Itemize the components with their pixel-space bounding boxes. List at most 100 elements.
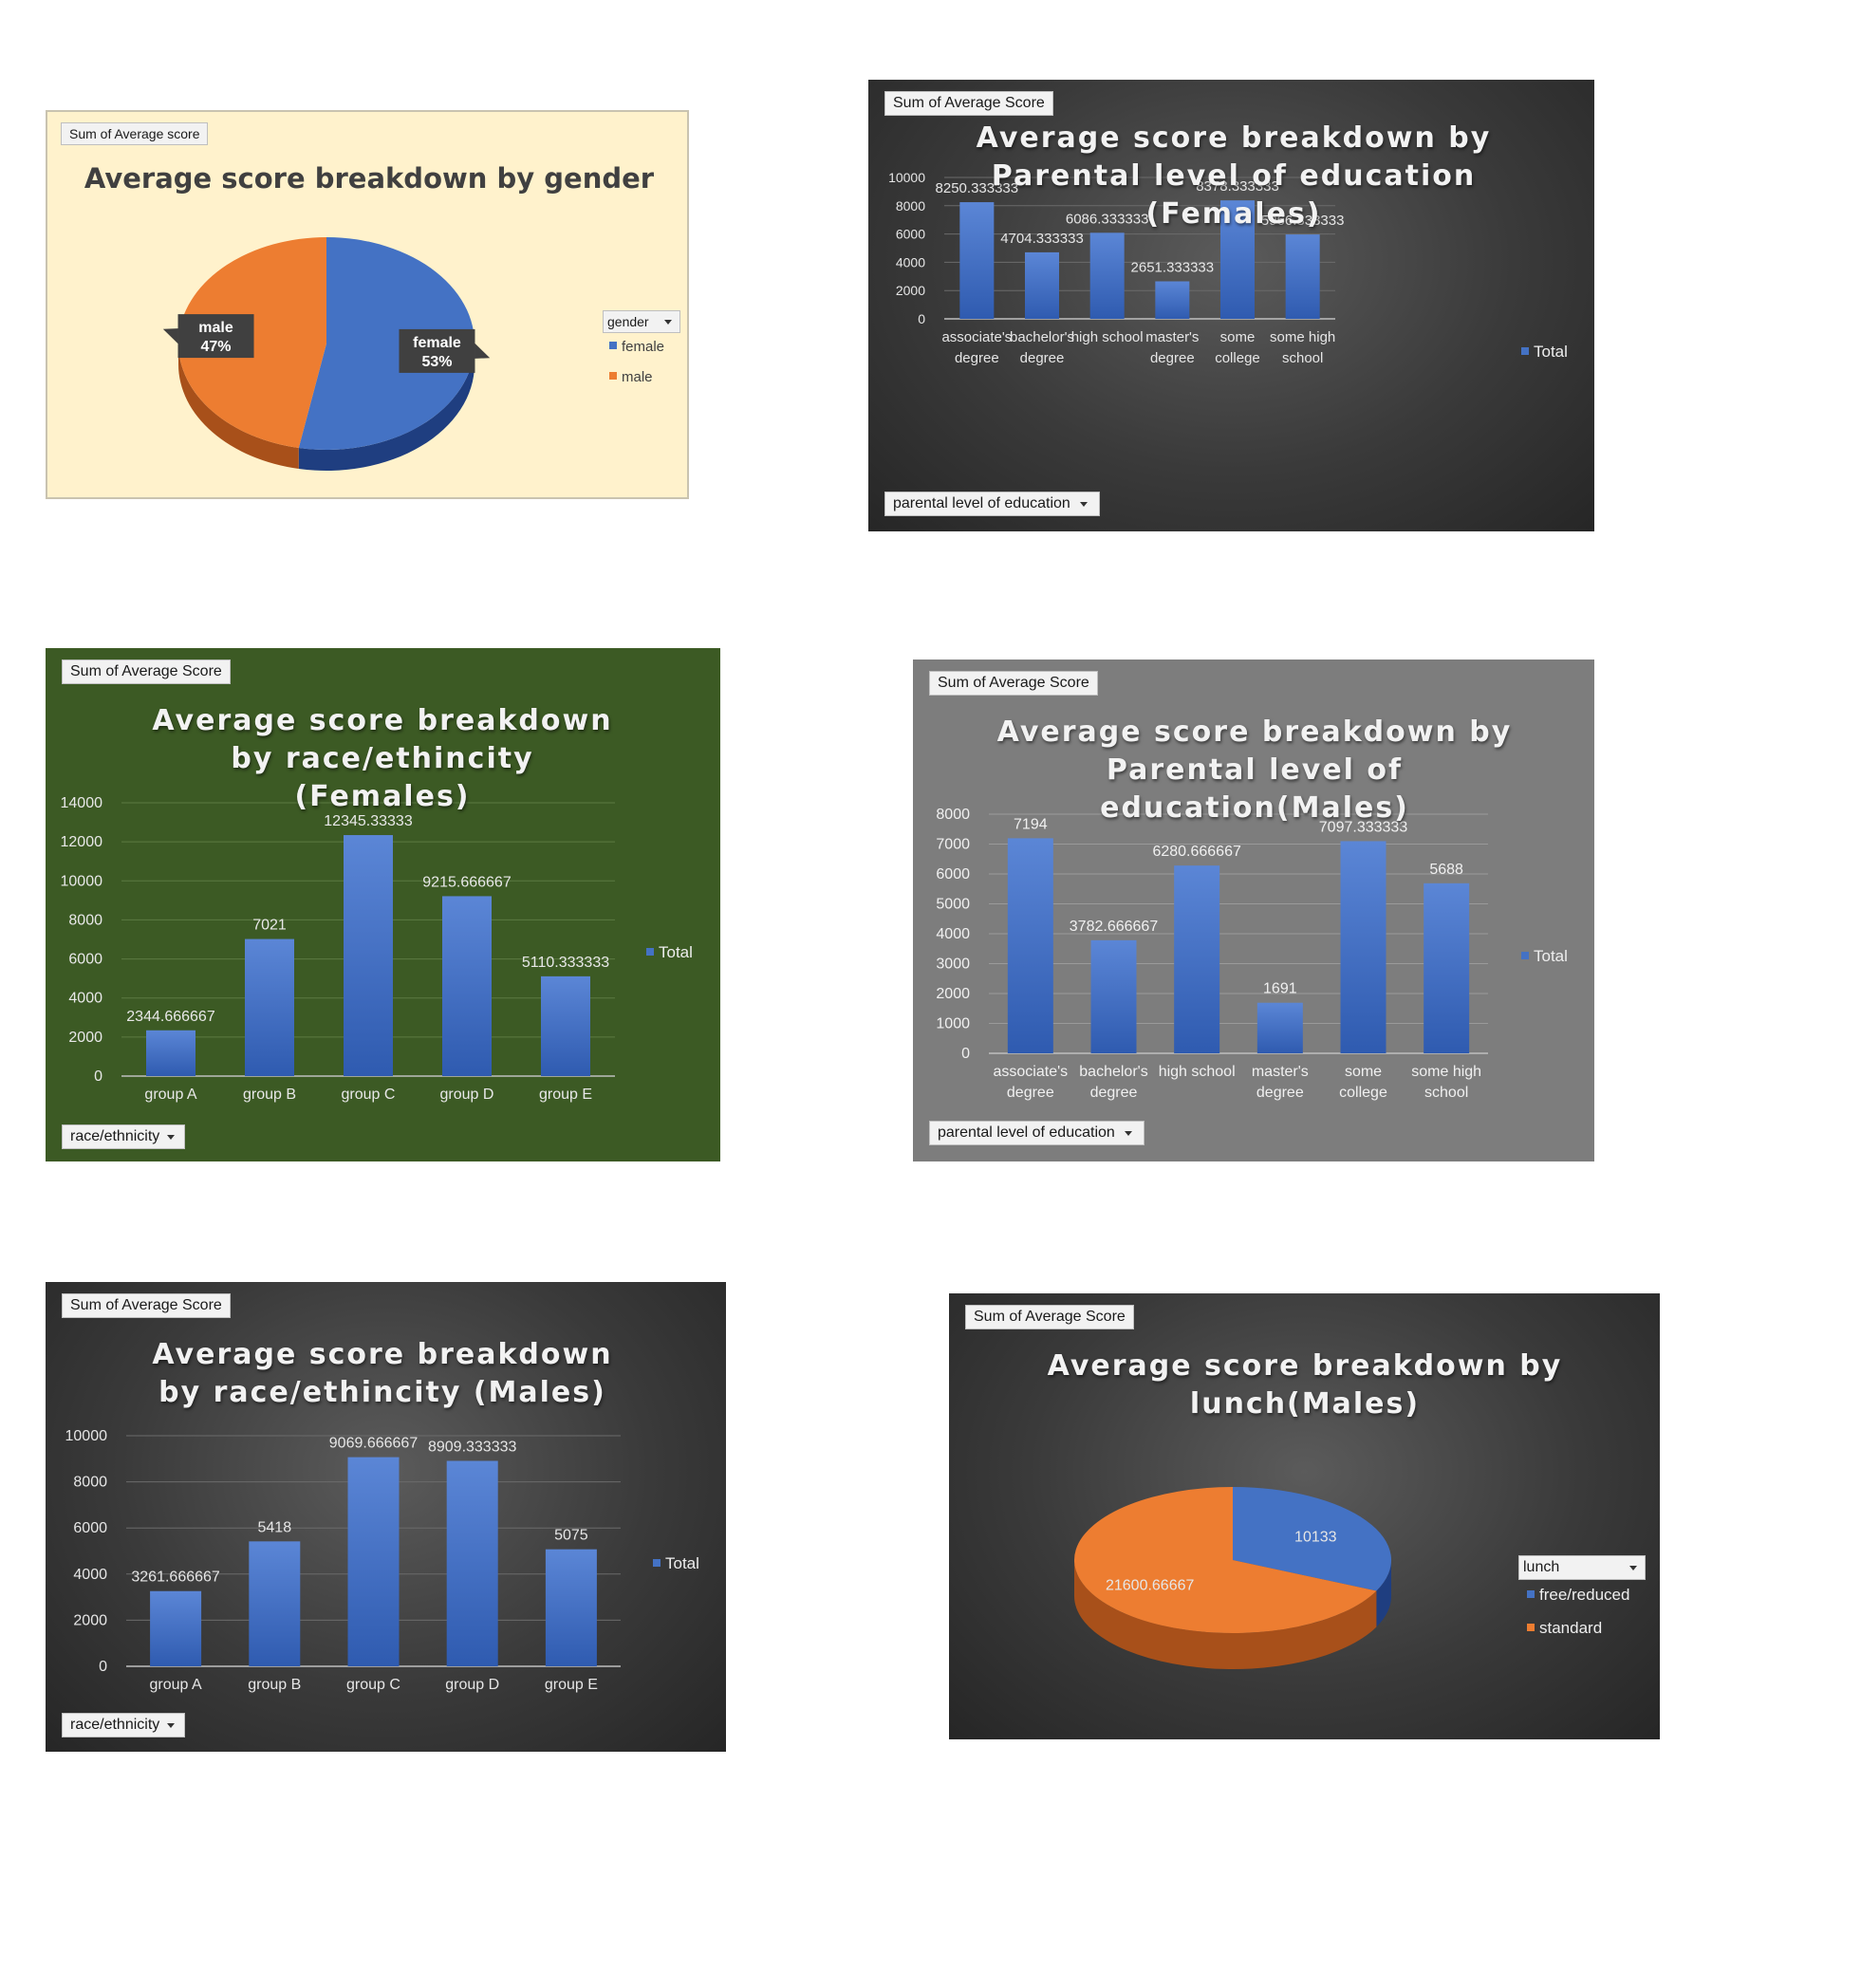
legend-item-free-reduced[interactable]: free/reduced (1527, 1586, 1629, 1605)
bar[interactable] (1174, 865, 1220, 1053)
category-label: associate's (994, 1064, 1069, 1080)
bar[interactable] (442, 896, 492, 1076)
axis-field-button[interactable]: race/ethnicity (62, 1713, 185, 1737)
value-field-button[interactable]: Sum of Average Score (929, 671, 1098, 696)
category-label: group A (150, 1677, 202, 1693)
legend-item-standard[interactable]: standard (1527, 1619, 1602, 1638)
bar[interactable] (541, 975, 590, 1076)
axis-field-button[interactable]: parental level of education (884, 492, 1100, 516)
value-field-button[interactable]: Sum of Average Score (62, 1293, 231, 1318)
legend-swatch (609, 372, 617, 380)
legend-item-male[interactable]: male (609, 369, 653, 385)
data-label: 7194 (1014, 816, 1048, 832)
bar[interactable] (1025, 251, 1059, 319)
pie-slice[interactable] (1074, 1487, 1377, 1633)
bar[interactable] (1256, 1002, 1303, 1053)
chart-title: Average score breakdown by gender (84, 162, 655, 195)
bar[interactable] (959, 202, 995, 319)
chevron-down-icon (167, 1135, 175, 1140)
category-label: group E (539, 1087, 592, 1103)
legend-item-female[interactable]: female (609, 339, 664, 355)
legend-item-total[interactable]: Total (653, 1554, 699, 1573)
legend-field-button[interactable]: gender (603, 310, 680, 333)
data-label: 12345.33333 (324, 813, 413, 829)
bar-chart: 0 2000 4000 6000 8000 10000 8250.333333 associa… (888, 170, 1344, 366)
chart-title: Average score breakdown by race/ethincit… (152, 704, 613, 813)
bar[interactable] (344, 835, 393, 1076)
bar[interactable] (1090, 939, 1137, 1053)
data-label: 6280.666667 (1152, 844, 1241, 860)
category-label: group D (440, 1087, 494, 1103)
legend-item-total[interactable]: Total (646, 943, 693, 962)
bar[interactable] (249, 1541, 301, 1666)
chevron-down-icon (1629, 1566, 1637, 1570)
bar[interactable] (245, 938, 294, 1076)
pie-slice-side (178, 344, 299, 470)
category-label: degree (1256, 1085, 1304, 1101)
pie-slice-side (1376, 1560, 1391, 1627)
legend-item-total[interactable]: Total (1521, 947, 1568, 966)
bar[interactable] (1220, 200, 1255, 319)
data-label: 21600.66667 (1106, 1578, 1195, 1594)
category-label: college (1215, 350, 1260, 366)
bar[interactable] (1089, 232, 1125, 319)
value-field-button[interactable]: Sum of Average Score (884, 91, 1053, 116)
bar[interactable] (1340, 841, 1386, 1053)
value-field-button[interactable]: Sum of Average score (61, 122, 209, 145)
y-tick-label: 6000 (936, 866, 970, 883)
pie-slice[interactable] (1233, 1487, 1391, 1591)
bar[interactable] (150, 1590, 202, 1666)
legend-swatch (646, 948, 654, 956)
pie-slice-side (298, 344, 475, 472)
legend-item-total[interactable]: Total (1521, 343, 1568, 362)
axis-field-button[interactable]: parental level of education (929, 1121, 1145, 1145)
y-tick-label: 0 (918, 311, 925, 326)
bar[interactable] (1285, 234, 1320, 319)
bar[interactable] (1155, 281, 1190, 319)
data-label: 5110.333333 (522, 955, 609, 971)
data-label: 6086.333333 (1066, 211, 1149, 227)
bar[interactable] (347, 1457, 400, 1666)
y-tick-label: 1000 (936, 1016, 970, 1032)
y-tick-label: 4000 (68, 991, 102, 1007)
pie-slice-side (1074, 1560, 1377, 1669)
value-field-button[interactable]: Sum of Average Score (62, 660, 231, 684)
chart-panel-lunch-males: 10133 21600.66667 Sum of Average Score Av… (949, 1293, 1660, 1739)
data-label: male (198, 320, 233, 336)
data-label: 7021 (252, 918, 287, 934)
data-label: 3782.666667 (1070, 919, 1159, 935)
chart-title: Average score breakdown by Parental leve… (976, 121, 1492, 231)
bar[interactable] (446, 1460, 498, 1666)
legend-swatch (1521, 952, 1529, 959)
y-tick-label: 6000 (896, 227, 925, 242)
y-tick-label: 8000 (896, 198, 925, 214)
category-label: high school (1159, 1064, 1236, 1080)
category-label: group B (243, 1087, 296, 1103)
category-label: master's (1252, 1064, 1309, 1080)
pie-slice[interactable] (298, 237, 475, 450)
y-tick-label: 6000 (68, 952, 102, 968)
value-field-button[interactable]: Sum of Average Score (965, 1305, 1134, 1329)
bar[interactable] (545, 1549, 597, 1666)
bar[interactable] (1007, 838, 1053, 1053)
category-label: bachelor's (1079, 1064, 1147, 1080)
axis-field-label: race/ethnicity (70, 1128, 160, 1144)
chevron-down-icon (664, 320, 672, 325)
legend-swatch (1527, 1624, 1535, 1631)
axis-field-button[interactable]: race/ethnicity (62, 1124, 185, 1149)
category-label: group D (445, 1677, 499, 1693)
category-label: master's (1145, 329, 1199, 345)
axis-field-label: race/ethnicity (70, 1717, 160, 1733)
bar[interactable] (1424, 883, 1470, 1053)
bar[interactable] (146, 1030, 195, 1076)
category-label: group A (144, 1087, 196, 1103)
y-tick-label: 8000 (73, 1475, 107, 1491)
chart-title: Average score breakdown by Parental leve… (996, 715, 1513, 825)
bar-chart: 0 2000 4000 6000 8000 10000 12000 14000 2344.666… (61, 795, 615, 1103)
legend-field-button[interactable]: lunch (1518, 1555, 1646, 1580)
data-label: 8909.333333 (428, 1440, 517, 1456)
y-tick-label: 10000 (61, 873, 103, 889)
category-label: degree (1150, 350, 1195, 366)
category-label: degree (1020, 350, 1065, 366)
y-tick-label: 8000 (936, 807, 970, 823)
